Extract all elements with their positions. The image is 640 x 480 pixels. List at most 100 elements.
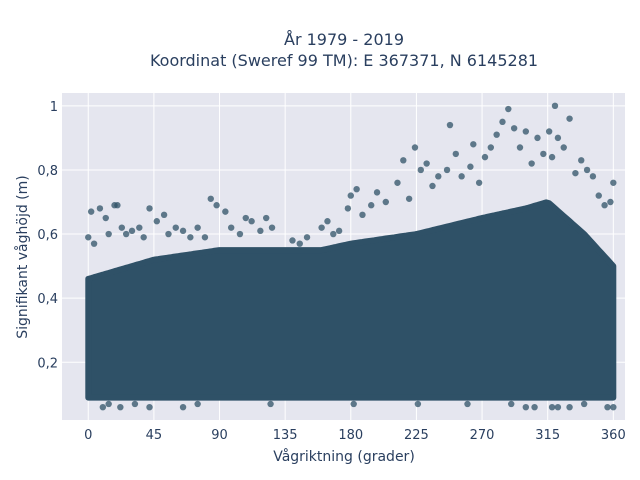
y-tick-label: 0,6 bbox=[37, 228, 58, 243]
y-tick-label: 0,8 bbox=[37, 164, 58, 179]
data-point bbox=[429, 182, 436, 190]
data-point bbox=[560, 144, 567, 151]
data-point bbox=[368, 202, 375, 209]
y-tick-label: 1 bbox=[50, 100, 58, 115]
y-axis-label: Signifikant våghöjd (m) bbox=[14, 175, 31, 338]
data-point bbox=[118, 224, 126, 231]
data-point bbox=[423, 160, 430, 167]
data-point bbox=[303, 234, 311, 241]
data-point bbox=[510, 125, 518, 132]
data-point bbox=[601, 202, 608, 209]
data-point bbox=[566, 403, 573, 411]
dense-point-cloud bbox=[85, 199, 617, 401]
x-tick-label: 90 bbox=[211, 428, 228, 443]
data-point bbox=[595, 192, 602, 199]
data-point bbox=[578, 157, 585, 164]
data-point bbox=[222, 208, 229, 215]
data-point bbox=[610, 403, 617, 411]
chart-title-line2: Koordinat (Sweref 99 TM): E 367371, N 61… bbox=[150, 51, 538, 70]
data-point bbox=[534, 134, 541, 142]
data-point bbox=[481, 153, 489, 161]
x-tick-label: 180 bbox=[338, 428, 363, 443]
data-point bbox=[583, 166, 591, 174]
data-point bbox=[548, 403, 556, 411]
data-point bbox=[207, 195, 214, 202]
data-point bbox=[179, 403, 187, 411]
x-axis-ticks: 0 45 90 135 180 225 270 315 360 bbox=[84, 428, 626, 443]
data-point bbox=[566, 115, 573, 122]
data-point bbox=[213, 202, 220, 209]
x-tick-label: 0 bbox=[84, 428, 92, 443]
data-point bbox=[187, 234, 194, 241]
data-point bbox=[347, 192, 354, 199]
data-point bbox=[102, 214, 109, 222]
data-point bbox=[248, 218, 255, 225]
data-point bbox=[114, 202, 121, 209]
data-density-band bbox=[85, 199, 617, 401]
data-point bbox=[289, 237, 296, 244]
data-point bbox=[318, 224, 325, 231]
data-point bbox=[417, 166, 425, 174]
data-point bbox=[458, 173, 465, 180]
data-point bbox=[105, 230, 112, 238]
data-point bbox=[359, 211, 366, 219]
x-tick-label: 135 bbox=[273, 428, 298, 443]
data-point bbox=[344, 205, 352, 212]
data-point bbox=[522, 128, 530, 135]
data-point bbox=[257, 227, 264, 235]
data-point bbox=[172, 224, 179, 231]
data-point bbox=[324, 218, 331, 225]
data-point bbox=[268, 224, 276, 231]
data-point bbox=[194, 224, 201, 231]
data-point bbox=[105, 400, 112, 408]
data-point bbox=[85, 234, 92, 241]
data-point bbox=[122, 230, 130, 238]
data-point bbox=[531, 403, 538, 411]
data-point bbox=[353, 185, 360, 193]
data-point bbox=[545, 128, 553, 135]
data-point bbox=[554, 403, 562, 411]
data-point bbox=[335, 227, 343, 235]
data-point bbox=[236, 230, 244, 238]
x-tick-label: 225 bbox=[404, 428, 429, 443]
data-point bbox=[382, 198, 389, 206]
data-point bbox=[516, 144, 524, 151]
data-point bbox=[580, 400, 588, 408]
x-tick-label: 360 bbox=[601, 428, 626, 443]
data-point bbox=[194, 400, 201, 408]
y-tick-label: 0,4 bbox=[37, 292, 58, 307]
x-tick-label: 315 bbox=[535, 428, 560, 443]
data-point bbox=[96, 205, 104, 212]
data-point bbox=[499, 118, 506, 126]
data-point bbox=[508, 400, 515, 408]
data-point bbox=[262, 214, 270, 222]
data-point bbox=[572, 169, 579, 177]
data-point bbox=[414, 400, 422, 408]
data-point bbox=[400, 157, 407, 164]
data-point bbox=[452, 150, 460, 158]
data-point bbox=[296, 240, 303, 247]
data-point bbox=[128, 227, 136, 235]
data-point bbox=[330, 230, 337, 238]
data-point bbox=[350, 400, 357, 408]
data-point bbox=[394, 179, 401, 186]
data-point bbox=[589, 173, 597, 180]
data-point bbox=[554, 134, 562, 142]
data-point bbox=[540, 150, 547, 158]
data-point bbox=[405, 195, 413, 202]
data-point bbox=[160, 211, 168, 219]
y-axis-ticks: 0,2 0,4 0,6 0,8 1 bbox=[37, 100, 58, 371]
data-point bbox=[604, 403, 611, 411]
data-point bbox=[443, 166, 451, 174]
data-point bbox=[487, 144, 495, 151]
data-point bbox=[470, 141, 477, 148]
data-point bbox=[446, 121, 454, 129]
data-point bbox=[551, 102, 559, 110]
data-point bbox=[117, 403, 124, 411]
data-point bbox=[464, 400, 471, 408]
data-point bbox=[467, 163, 474, 170]
data-point bbox=[242, 214, 249, 222]
data-point bbox=[267, 400, 274, 408]
data-point bbox=[179, 227, 187, 235]
